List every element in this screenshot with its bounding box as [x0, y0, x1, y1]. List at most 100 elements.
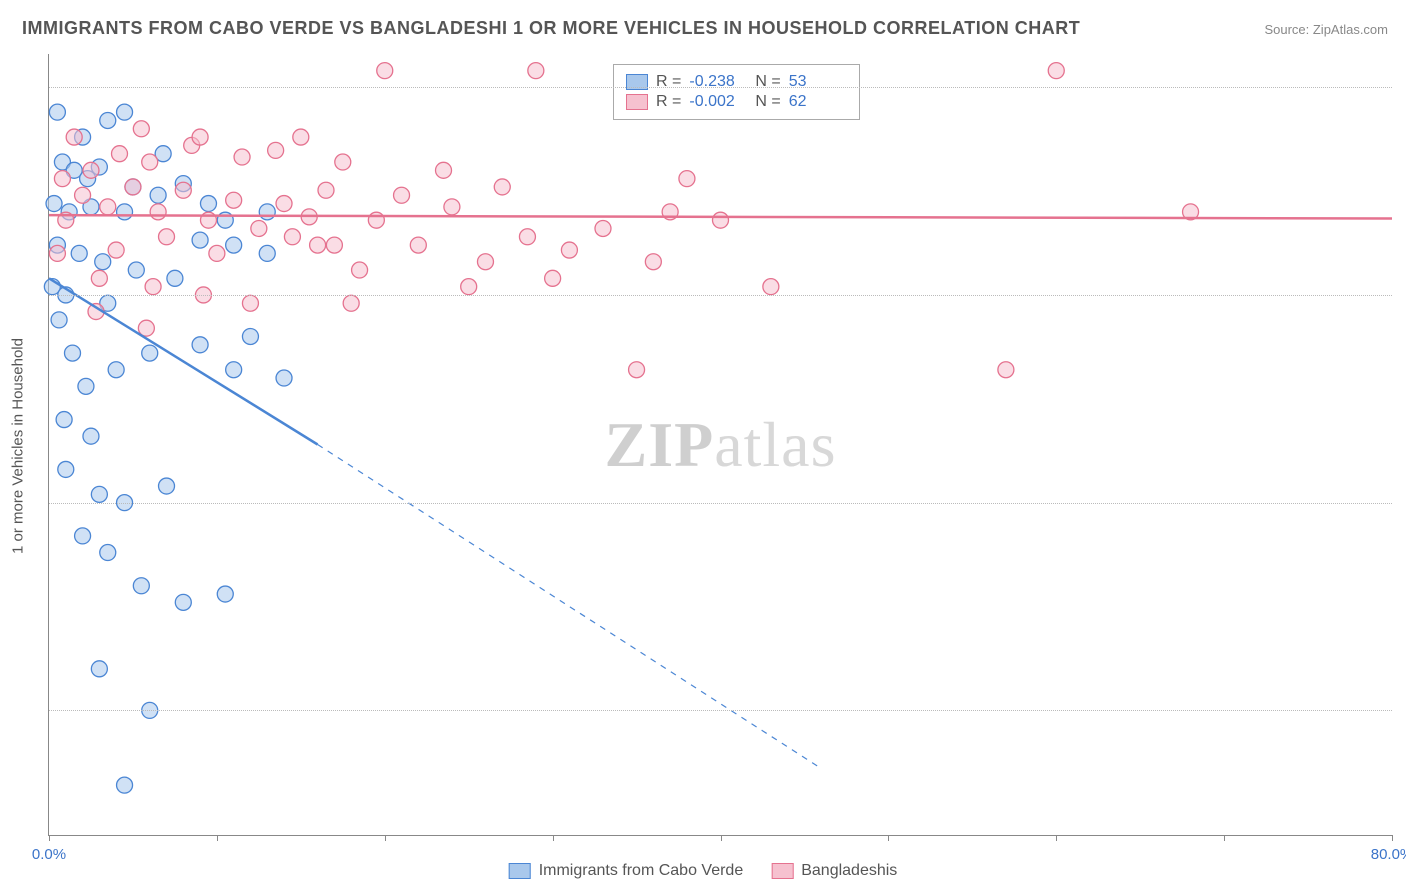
scatter-point	[159, 478, 175, 494]
scatter-point	[226, 237, 242, 253]
scatter-point	[352, 262, 368, 278]
scatter-point	[284, 229, 300, 245]
legend-swatch	[626, 94, 648, 110]
scatter-point	[117, 104, 133, 120]
scatter-point	[65, 345, 81, 361]
source-attribution: Source: ZipAtlas.com	[1264, 22, 1388, 37]
scatter-point	[259, 245, 275, 261]
n-value: 53	[789, 73, 847, 91]
trend-line	[49, 278, 318, 444]
scatter-point	[175, 594, 191, 610]
scatter-point	[1048, 63, 1064, 79]
scatter-point	[100, 545, 116, 561]
x-tick-mark	[553, 835, 554, 841]
scatter-point	[83, 428, 99, 444]
scatter-point	[242, 328, 258, 344]
scatter-point	[108, 242, 124, 258]
scatter-point	[78, 378, 94, 394]
scatter-point	[54, 171, 70, 187]
stats-row: R = -0.238 N = 53	[626, 73, 847, 91]
scatter-point	[436, 162, 452, 178]
scatter-point	[679, 171, 695, 187]
x-tick-mark	[888, 835, 889, 841]
scatter-point	[117, 777, 133, 793]
scatter-point	[519, 229, 535, 245]
scatter-point	[998, 362, 1014, 378]
legend-item: Immigrants from Cabo Verde	[509, 862, 744, 880]
y-tick-label: 87.5%	[1402, 286, 1406, 303]
scatter-point	[49, 245, 65, 261]
scatter-point	[561, 242, 577, 258]
x-tick-label: 80.0%	[1371, 846, 1406, 863]
scatter-point	[528, 63, 544, 79]
scatter-point	[276, 196, 292, 212]
scatter-point	[75, 187, 91, 203]
trend-line-extrapolated	[318, 445, 822, 769]
scatter-point	[217, 586, 233, 602]
stat-label: N =	[755, 93, 780, 111]
gridline	[49, 710, 1392, 711]
legend-swatch	[771, 863, 793, 879]
scatter-point	[175, 182, 191, 198]
stat-label: R =	[656, 93, 681, 111]
chart-title: IMMIGRANTS FROM CABO VERDE VS BANGLADESH…	[22, 18, 1080, 39]
scatter-point	[713, 212, 729, 228]
y-tick-label: 62.5%	[1402, 702, 1406, 719]
scatter-point	[629, 362, 645, 378]
correlation-stats-box: R =-0.238N =53R =-0.002N =62	[613, 64, 860, 120]
scatter-point	[276, 370, 292, 386]
stat-label: R =	[656, 73, 681, 91]
source-link[interactable]: ZipAtlas.com	[1313, 22, 1388, 37]
y-axis-label: 1 or more Vehicles in Household	[10, 338, 27, 554]
scatter-point	[477, 254, 493, 270]
scatter-point	[293, 129, 309, 145]
gridline	[49, 503, 1392, 504]
scatter-point	[112, 146, 128, 162]
scatter-point	[167, 270, 183, 286]
scatter-point	[83, 162, 99, 178]
scatter-point	[51, 312, 67, 328]
scatter-point	[377, 63, 393, 79]
scatter-point	[100, 112, 116, 128]
chart-plot-area: ZIPatlas R =-0.238N =53R =-0.002N =62 62…	[48, 54, 1392, 836]
scatter-point	[268, 142, 284, 158]
scatter-point	[145, 279, 161, 295]
scatter-point	[494, 179, 510, 195]
scatter-point	[209, 245, 225, 261]
stat-label: N =	[755, 73, 780, 91]
x-tick-mark	[385, 835, 386, 841]
scatter-point	[259, 204, 275, 220]
scatter-point	[310, 237, 326, 253]
scatter-point	[394, 187, 410, 203]
r-value: -0.238	[689, 73, 747, 91]
scatter-point	[326, 237, 342, 253]
scatter-point	[125, 179, 141, 195]
scatter-point	[226, 362, 242, 378]
scatter-point	[595, 220, 611, 236]
scatter-point	[128, 262, 144, 278]
scatter-point	[545, 270, 561, 286]
scatter-point	[49, 104, 65, 120]
scatter-point	[318, 182, 334, 198]
scatter-point	[142, 345, 158, 361]
scatter-point	[234, 149, 250, 165]
x-tick-mark	[1392, 835, 1393, 841]
scatter-point	[192, 337, 208, 353]
x-tick-mark	[1056, 835, 1057, 841]
scatter-point	[410, 237, 426, 253]
y-tick-label: 100.0%	[1402, 79, 1406, 96]
legend-bottom: Immigrants from Cabo VerdeBangladeshis	[509, 862, 898, 880]
scatter-point	[71, 245, 87, 261]
scatter-svg	[49, 54, 1392, 835]
scatter-point	[46, 196, 62, 212]
x-tick-mark	[1224, 835, 1225, 841]
scatter-point	[242, 295, 258, 311]
scatter-point	[91, 486, 107, 502]
scatter-point	[56, 412, 72, 428]
scatter-point	[133, 578, 149, 594]
scatter-point	[159, 229, 175, 245]
scatter-point	[66, 129, 82, 145]
scatter-point	[251, 220, 267, 236]
legend-label: Immigrants from Cabo Verde	[539, 862, 744, 880]
scatter-point	[192, 232, 208, 248]
